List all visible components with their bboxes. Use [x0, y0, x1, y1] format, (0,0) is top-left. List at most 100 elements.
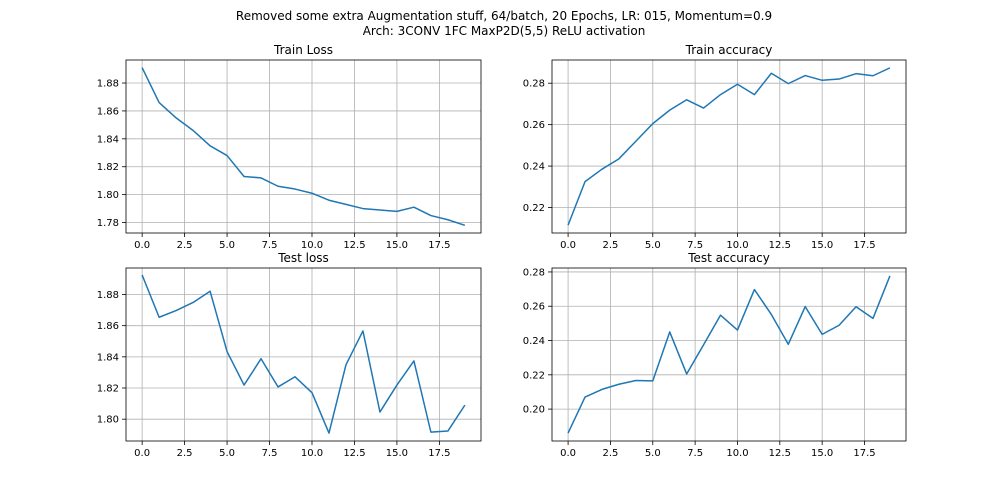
train-accuracy-series-line: [567, 67, 891, 226]
test-loss-xtick-label-0: 0.0: [134, 448, 150, 459]
test-loss-xtick-label-3: 7.5: [262, 448, 278, 459]
test-loss-point-10: [311, 391, 313, 393]
test-accuracy-title: Test accuracy: [687, 251, 770, 265]
train-loss-ytick-label-4: 1.86: [97, 106, 119, 117]
train-loss-panel: Train Loss 0.0 2.5 5.0 7.5 10.0 12.5 15.0 17.5 1.…: [97, 43, 482, 251]
train-accuracy-point-1: [584, 180, 586, 182]
test-accuracy-xtick-label-2: 5.0: [645, 448, 661, 459]
train-loss-ytick-label-2: 1.82: [97, 162, 119, 173]
train-accuracy-xtick-label-0: 0.0: [560, 240, 576, 251]
train-accuracy-xtick-label-3: 7.5: [687, 240, 703, 251]
train-loss-title: Train Loss: [273, 43, 333, 57]
figure-suptitle-line1: Removed some extra Augmentation stuff, 6…: [236, 9, 772, 23]
test-accuracy-point-1: [584, 396, 586, 398]
test-loss-xtick-label-2: 5.0: [219, 448, 235, 459]
test-loss-point-19: [464, 404, 466, 406]
test-accuracy-point-0: [567, 432, 569, 434]
test-loss-point-15: [396, 384, 398, 386]
train-accuracy-point-8: [702, 107, 704, 109]
train-accuracy-point-19: [889, 67, 891, 69]
test-accuracy-point-12: [770, 313, 772, 315]
test-accuracy-series-line: [567, 275, 891, 434]
subplots-grid: Train Loss 0.0 2.5 5.0 7.5 10.0 12.5 15.0 17.5 1.…: [97, 43, 907, 459]
test-loss-point-0: [141, 274, 143, 276]
test-accuracy-ytick-label-1: 0.22: [523, 370, 545, 381]
train-loss-ytick-label-1: 1.80: [97, 190, 119, 201]
train-accuracy-xtick-label-4: 10.0: [726, 240, 748, 251]
test-accuracy-point-13: [787, 343, 789, 345]
train-loss-axes-frame: [125, 59, 482, 234]
train-accuracy-point-11: [753, 93, 755, 95]
train-loss-xtick-label-0: 0.0: [134, 240, 150, 251]
test-accuracy-point-3: [618, 383, 620, 385]
test-loss-xtick-label-4: 10.0: [301, 448, 323, 459]
test-accuracy-xtick-label-6: 15.0: [811, 448, 833, 459]
train-loss-point-14: [379, 209, 381, 211]
train-accuracy-xtick-label-5: 12.5: [769, 240, 791, 251]
test-accuracy-ytick-label-3: 0.26: [523, 302, 545, 313]
test-accuracy-point-11: [753, 288, 755, 290]
train-loss-point-19: [464, 224, 466, 226]
train-loss-point-8: [277, 185, 279, 187]
train-accuracy-point-14: [804, 74, 806, 76]
train-accuracy-point-3: [618, 158, 620, 160]
test-accuracy-point-17: [855, 306, 857, 308]
test-accuracy-point-15: [821, 333, 823, 335]
train-accuracy-point-13: [787, 82, 789, 84]
test-loss-point-2: [175, 309, 177, 311]
test-accuracy-point-4: [635, 379, 637, 381]
train-accuracy-xtick-label-2: 5.0: [645, 240, 661, 251]
train-loss-point-18: [447, 219, 449, 221]
test-accuracy-point-8: [702, 344, 704, 346]
train-loss-xtick-label-1: 2.5: [177, 240, 193, 251]
train-accuracy-point-5: [652, 122, 654, 124]
train-accuracy-title: Train accuracy: [685, 43, 773, 57]
train-accuracy-point-12: [770, 72, 772, 74]
train-accuracy-ytick-label-0: 0.22: [523, 203, 545, 214]
test-accuracy-xtick-label-4: 10.0: [726, 448, 748, 459]
figure-suptitle-line2: Arch: 3CONV 1FC MaxP2D(5,5) ReLU activat…: [363, 24, 646, 38]
train-accuracy-xtick-label-7: 17.5: [853, 240, 875, 251]
train-accuracy-point-15: [821, 79, 823, 81]
test-loss-point-13: [362, 330, 364, 332]
test-loss-panel: Test loss 0.0 2.5 5.0 7.5 10.0 12.5 15.0 17.5 1.8…: [97, 251, 482, 459]
test-loss-point-6: [243, 384, 245, 386]
train-accuracy-point-6: [669, 109, 671, 111]
test-loss-ytick-label-4: 1.88: [97, 290, 119, 301]
test-loss-ytick-label-2: 1.84: [97, 352, 119, 363]
train-loss-xtick-label-2: 5.0: [219, 240, 235, 251]
test-loss-point-7: [260, 358, 262, 360]
train-accuracy-point-0: [567, 224, 569, 226]
test-accuracy-point-16: [838, 324, 840, 326]
test-loss-series-line: [141, 274, 466, 434]
train-accuracy-point-9: [719, 93, 721, 95]
test-accuracy-point-6: [669, 331, 671, 333]
train-accuracy-xtick-label-1: 2.5: [602, 240, 618, 251]
test-accuracy-point-9: [719, 314, 721, 316]
train-accuracy-point-10: [736, 83, 738, 85]
train-accuracy-point-4: [635, 140, 637, 142]
train-accuracy-axes-frame: [551, 59, 907, 234]
test-accuracy-xtick-label-1: 2.5: [602, 448, 618, 459]
train-loss-point-9: [294, 188, 296, 190]
train-accuracy-panel: Train accuracy 0.0 2.5 5.0 7.5 10.0 12.5 15.0 17…: [523, 43, 907, 251]
test-accuracy-xtick-label-3: 7.5: [687, 448, 703, 459]
train-accuracy-point-16: [838, 78, 840, 80]
test-loss-point-1: [158, 316, 160, 318]
test-loss-xtick-label-6: 15.0: [386, 448, 408, 459]
train-loss-point-12: [345, 203, 347, 205]
train-loss-point-4: [209, 145, 211, 147]
test-accuracy-ytick-label-0: 0.20: [523, 405, 545, 416]
test-accuracy-ytick-label-2: 0.24: [523, 336, 545, 347]
test-loss-ytick-label-0: 1.80: [97, 415, 119, 426]
train-loss-xtick-label-7: 17.5: [428, 240, 450, 251]
train-loss-point-10: [311, 192, 313, 194]
train-loss-xtick-label-5: 12.5: [343, 240, 365, 251]
train-loss-xtick-label-6: 15.0: [386, 240, 408, 251]
test-loss-point-8: [277, 386, 279, 388]
train-loss-point-17: [430, 214, 432, 216]
train-accuracy-ytick-label-3: 0.28: [523, 79, 545, 90]
test-loss-point-12: [345, 364, 347, 366]
train-accuracy-point-18: [872, 75, 874, 77]
